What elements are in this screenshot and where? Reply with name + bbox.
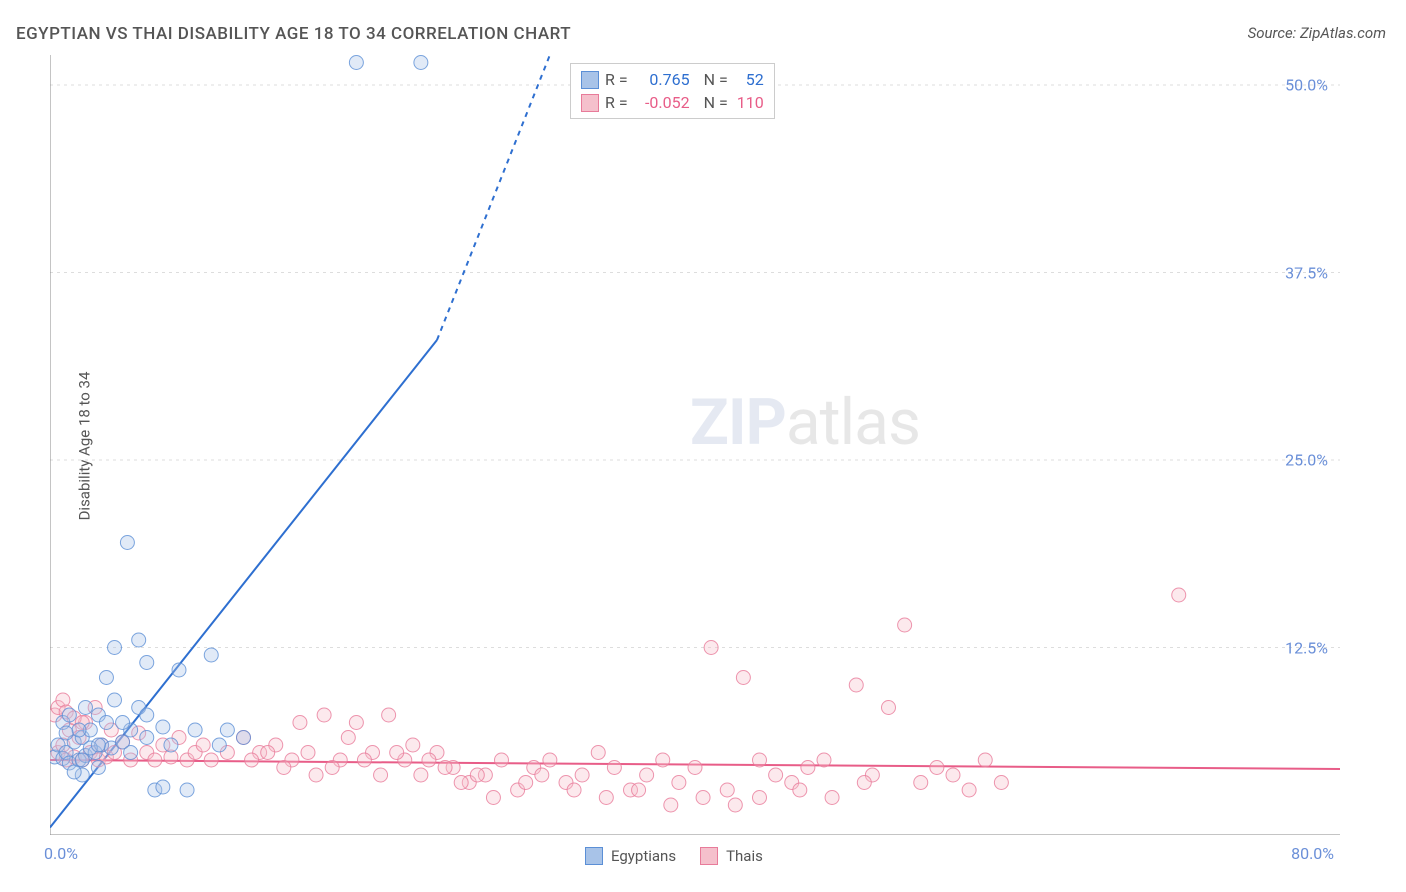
n-label: N = (704, 93, 728, 112)
legend-label-egyptians: Egyptians (611, 847, 676, 865)
legend-label-thais: Thais (726, 847, 763, 865)
legend-stats-box: R = 0.765 N = 52 R = -0.052 N = 110 (570, 63, 775, 119)
legend-item-egyptians: Egyptians (585, 847, 676, 865)
scatter-svg (50, 55, 1340, 835)
x-tick-label: 80.0% (1291, 844, 1334, 863)
r-value-egyptians: 0.765 (634, 70, 690, 89)
n-value-thais: 110 (734, 93, 764, 112)
y-tick-label: 25.0% (1285, 451, 1328, 470)
source-label: Source: ZipAtlas.com (1248, 24, 1386, 42)
x-tick-label: 0.0% (44, 844, 78, 863)
n-value-egyptians: 52 (734, 70, 764, 89)
chart-title: EGYPTIAN VS THAI DISABILITY AGE 18 TO 34… (16, 24, 571, 44)
swatch-thais (581, 94, 599, 112)
swatch-egyptians (581, 71, 599, 89)
y-tick-label: 50.0% (1285, 76, 1328, 95)
r-label: R = (605, 70, 628, 89)
r-value-thais: -0.052 (634, 93, 690, 112)
legend-bottom: Egyptians Thais (585, 847, 763, 865)
plot-area: ZIPatlas R = 0.765 N = 52 R = -0.052 N =… (50, 55, 1340, 835)
swatch-thais-b (700, 847, 718, 865)
legend-stats-row-thais: R = -0.052 N = 110 (577, 91, 768, 114)
n-label: N = (704, 70, 728, 89)
swatch-egyptians-b (585, 847, 603, 865)
r-label: R = (605, 93, 628, 112)
legend-stats-row-egyptians: R = 0.765 N = 52 (577, 68, 768, 91)
y-tick-label: 12.5% (1285, 638, 1328, 657)
legend-item-thais: Thais (700, 847, 763, 865)
y-tick-label: 37.5% (1285, 263, 1328, 282)
